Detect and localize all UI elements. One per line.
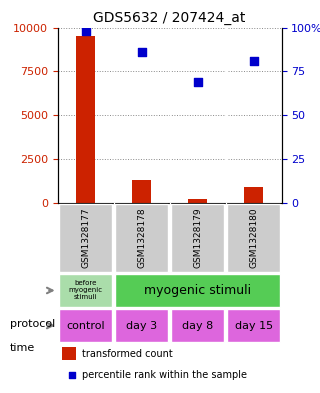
- Point: [195, 79, 200, 85]
- Bar: [62, 347, 76, 360]
- Text: GSM1328177: GSM1328177: [81, 208, 90, 268]
- Bar: [76, 36, 95, 203]
- Point: [139, 49, 144, 55]
- Text: GSM1328179: GSM1328179: [193, 208, 202, 268]
- Text: day 3: day 3: [126, 321, 157, 331]
- Text: GSM1328180: GSM1328180: [249, 208, 258, 268]
- FancyBboxPatch shape: [227, 309, 280, 342]
- Text: myogenic stimuli: myogenic stimuli: [144, 284, 251, 297]
- Text: GSM1328178: GSM1328178: [137, 208, 146, 268]
- Text: protocol: protocol: [10, 319, 55, 329]
- Text: before
myogenic
stimuli: before myogenic stimuli: [68, 281, 103, 301]
- Text: day 15: day 15: [235, 321, 273, 331]
- Point: [251, 58, 256, 64]
- Point: [83, 28, 88, 34]
- FancyBboxPatch shape: [59, 309, 113, 342]
- FancyBboxPatch shape: [115, 204, 168, 272]
- FancyBboxPatch shape: [227, 204, 280, 272]
- FancyBboxPatch shape: [115, 274, 280, 307]
- Text: day 8: day 8: [182, 321, 213, 331]
- Bar: [132, 180, 151, 203]
- Bar: [188, 199, 207, 203]
- Text: control: control: [66, 321, 105, 331]
- FancyBboxPatch shape: [171, 309, 225, 342]
- Bar: [244, 187, 263, 203]
- FancyBboxPatch shape: [59, 274, 113, 307]
- Title: GDS5632 / 207424_at: GDS5632 / 207424_at: [93, 11, 246, 25]
- FancyBboxPatch shape: [115, 309, 168, 342]
- Point: [300, 265, 305, 272]
- Text: transformed count: transformed count: [82, 349, 173, 358]
- Text: time: time: [10, 343, 35, 353]
- FancyBboxPatch shape: [59, 204, 113, 272]
- Text: percentile rank within the sample: percentile rank within the sample: [82, 370, 247, 380]
- FancyBboxPatch shape: [171, 204, 225, 272]
